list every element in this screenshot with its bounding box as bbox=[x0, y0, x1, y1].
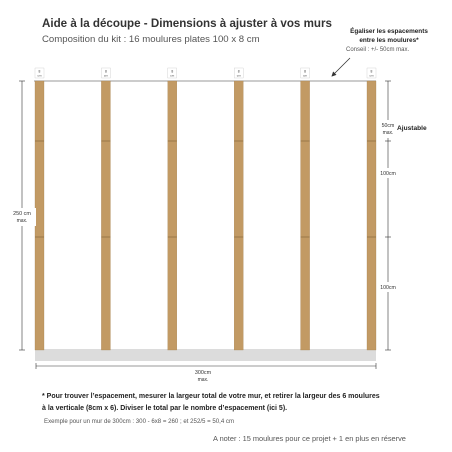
strip-width-value: 8 bbox=[238, 70, 240, 74]
strip-width-box bbox=[300, 67, 310, 79]
strip-width-box bbox=[101, 67, 111, 79]
strip-width-value: 8 bbox=[105, 70, 107, 74]
segment-top-label-max: max. bbox=[383, 130, 394, 136]
strip-width-unit: cm bbox=[170, 74, 175, 78]
page-subtitle: Composition du kit : 16 moulures plates … bbox=[42, 34, 260, 45]
molding-strip bbox=[167, 80, 177, 351]
strip-width-unit: cm bbox=[104, 74, 109, 78]
strip-width-unit: cm bbox=[303, 74, 308, 78]
segment-top-label: 50cm bbox=[382, 123, 395, 129]
ajustable-label: Ajustable bbox=[397, 125, 427, 132]
spacing-annotation: Égaliser les espacements entre les moulu… bbox=[334, 28, 444, 45]
molding-strip bbox=[300, 80, 310, 351]
strip-width-value: 8 bbox=[171, 70, 173, 74]
height-label: 250 cm bbox=[13, 211, 31, 217]
quantity-note: A noter : 15 moulures pour ce projet + 1… bbox=[213, 434, 406, 443]
molding-strip bbox=[366, 80, 377, 351]
segment-bottom-label: 100cm bbox=[380, 285, 396, 291]
height-label-max: max. bbox=[17, 218, 28, 224]
strip-width-value: 8 bbox=[371, 70, 373, 74]
strip-width-box bbox=[167, 67, 177, 79]
width-label-max: max. bbox=[198, 377, 209, 383]
strip-width-value: 8 bbox=[304, 70, 306, 74]
strip-width-value: 8 bbox=[39, 70, 41, 74]
floor bbox=[35, 349, 376, 361]
calculation-example: Exemple pour un mur de 300cm : 300 - 6x8… bbox=[44, 418, 235, 425]
footnote-line-1: * Pour trouver l’espacement, mesurer la … bbox=[42, 393, 380, 400]
spacing-advice: Conseil : +/- 50cm max. bbox=[346, 47, 410, 53]
width-label: 300cm bbox=[195, 370, 212, 376]
page-title: Aide à la découpe - Dimensions à ajuster… bbox=[42, 17, 332, 30]
strip-width-box bbox=[366, 67, 377, 79]
strip-width-unit: cm bbox=[370, 74, 375, 78]
strip-width-box bbox=[234, 67, 244, 79]
segment-mid-label: 100cm bbox=[380, 171, 396, 177]
strip-width-unit: cm bbox=[38, 74, 43, 78]
molding-strip bbox=[234, 80, 244, 351]
strip-width-unit: cm bbox=[237, 74, 242, 78]
spacing-annotation-line1: Égaliser les espacements bbox=[350, 28, 428, 35]
spacing-arrow bbox=[331, 57, 351, 77]
molding-strips bbox=[34, 80, 377, 351]
spacing-annotation-line2: entre les moulures* bbox=[359, 36, 419, 44]
footnote-line-2: à la verticale (8cm x 6). Diviser le tot… bbox=[42, 405, 288, 412]
strip-width-box bbox=[34, 67, 45, 79]
molding-strip bbox=[101, 80, 111, 351]
molding-strip bbox=[34, 80, 45, 351]
